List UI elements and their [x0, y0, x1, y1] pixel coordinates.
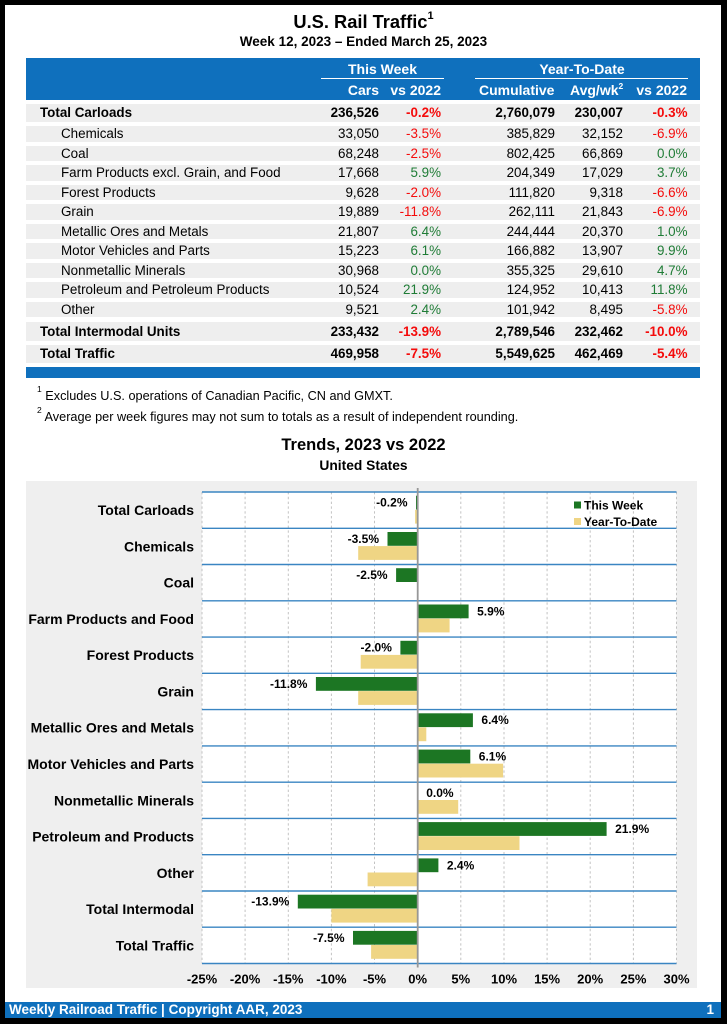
svg-text:6.4%: 6.4% — [481, 713, 509, 727]
svg-text:Grain: Grain — [157, 684, 194, 700]
svg-text:Coal: Coal — [164, 575, 194, 591]
svg-text:Petroleum and Products: Petroleum and Products — [32, 829, 194, 845]
svg-text:5%: 5% — [451, 972, 470, 987]
svg-text:Chemicals: Chemicals — [124, 538, 194, 554]
svg-text:Year-To-Date: Year-To-Date — [584, 515, 657, 529]
svg-text:6.1%: 6.1% — [479, 750, 507, 764]
svg-text:-11.8%: -11.8% — [270, 677, 308, 691]
svg-text:-2.0%: -2.0% — [361, 641, 393, 655]
svg-text:2.4%: 2.4% — [447, 858, 475, 872]
svg-text:-25%: -25% — [187, 972, 218, 987]
svg-text:Other: Other — [157, 865, 195, 881]
svg-text:Total Intermodal: Total Intermodal — [86, 901, 194, 917]
svg-text:20%: 20% — [577, 972, 603, 987]
svg-text:-0.2%: -0.2% — [376, 496, 408, 510]
svg-text:Nonmetallic Minerals: Nonmetallic Minerals — [54, 792, 194, 808]
svg-text:0.0%: 0.0% — [426, 786, 454, 800]
svg-text:15%: 15% — [534, 972, 560, 987]
svg-text:25%: 25% — [620, 972, 646, 987]
svg-text:-3.5%: -3.5% — [348, 532, 380, 546]
svg-text:10%: 10% — [491, 972, 517, 987]
svg-text:-15%: -15% — [273, 972, 304, 987]
svg-text:-20%: -20% — [230, 972, 261, 987]
svg-text:-5%: -5% — [363, 972, 387, 987]
svg-text:-2.5%: -2.5% — [356, 568, 388, 582]
svg-text:This Week: This Week — [584, 499, 643, 513]
svg-text:-13.9%: -13.9% — [251, 895, 289, 909]
svg-text:Metallic Ores and Metals: Metallic Ores and Metals — [31, 720, 195, 736]
svg-text:21.9%: 21.9% — [615, 822, 649, 836]
svg-text:-10%: -10% — [316, 972, 347, 987]
svg-text:Total Carloads: Total Carloads — [98, 502, 194, 518]
svg-text:-7.5%: -7.5% — [313, 931, 345, 945]
svg-text:Farm Products and Food: Farm Products and Food — [28, 611, 194, 627]
svg-text:Total Traffic: Total Traffic — [116, 937, 195, 953]
svg-text:0%: 0% — [408, 972, 427, 987]
svg-text:Forest Products: Forest Products — [87, 647, 195, 663]
svg-text:Motor Vehicles and Parts: Motor Vehicles and Parts — [28, 756, 195, 772]
svg-text:5.9%: 5.9% — [477, 604, 505, 618]
svg-text:30%: 30% — [663, 972, 689, 987]
